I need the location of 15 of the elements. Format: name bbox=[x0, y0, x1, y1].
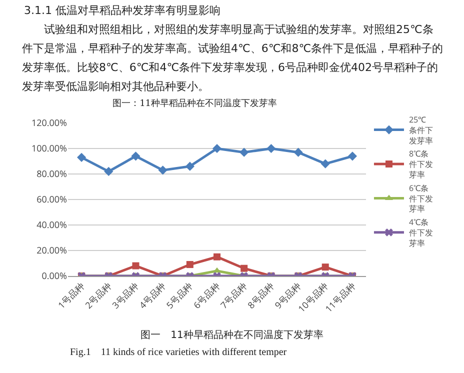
text: 图一 11种早稻品种在不同温度下发芽率 bbox=[140, 328, 324, 342]
y-tick-label: 100.00% bbox=[31, 142, 67, 155]
caption: Fig.1 11 kinds of rice varieties with different temper bbox=[70, 346, 288, 359]
legend-label: 8℃条件下发芽率 bbox=[408, 148, 433, 181]
y-tick-label: 40.00% bbox=[36, 218, 67, 232]
y-tick-label: 80.00% bbox=[36, 167, 67, 180]
y-tick-label: 60.00% bbox=[36, 192, 67, 206]
y-tick-label: 120.00% bbox=[31, 116, 67, 130]
legend-label: 6℃条件下发芽率 bbox=[408, 182, 433, 215]
legend-label: 4℃条件下发芽率 bbox=[408, 217, 433, 249]
y-tick-label: 20.00% bbox=[36, 244, 67, 257]
legend-label: 25℃条件下发芽率 bbox=[408, 114, 433, 146]
text: 3.1.1 低温对早稻品种发芽率有明显影响 bbox=[24, 3, 222, 19]
chart-title: 图一：11种早稻品种在不同温度下发芽率 bbox=[112, 98, 278, 109]
text: 试验组和对照组相比，对照组的发芽率明显高于试验组的发芽率。对照组25℃条件下是常温，早稻种子的发芽率高。试验组4℃、6℃和8℃条件下是低温，早稻种子的发芽率低。比较8℃、6℃和4℃条件下发芽率发现，6号品种即金优402号早稻种子的发芽率受低温影响相对其他品种要小。 bbox=[22, 22, 444, 95]
